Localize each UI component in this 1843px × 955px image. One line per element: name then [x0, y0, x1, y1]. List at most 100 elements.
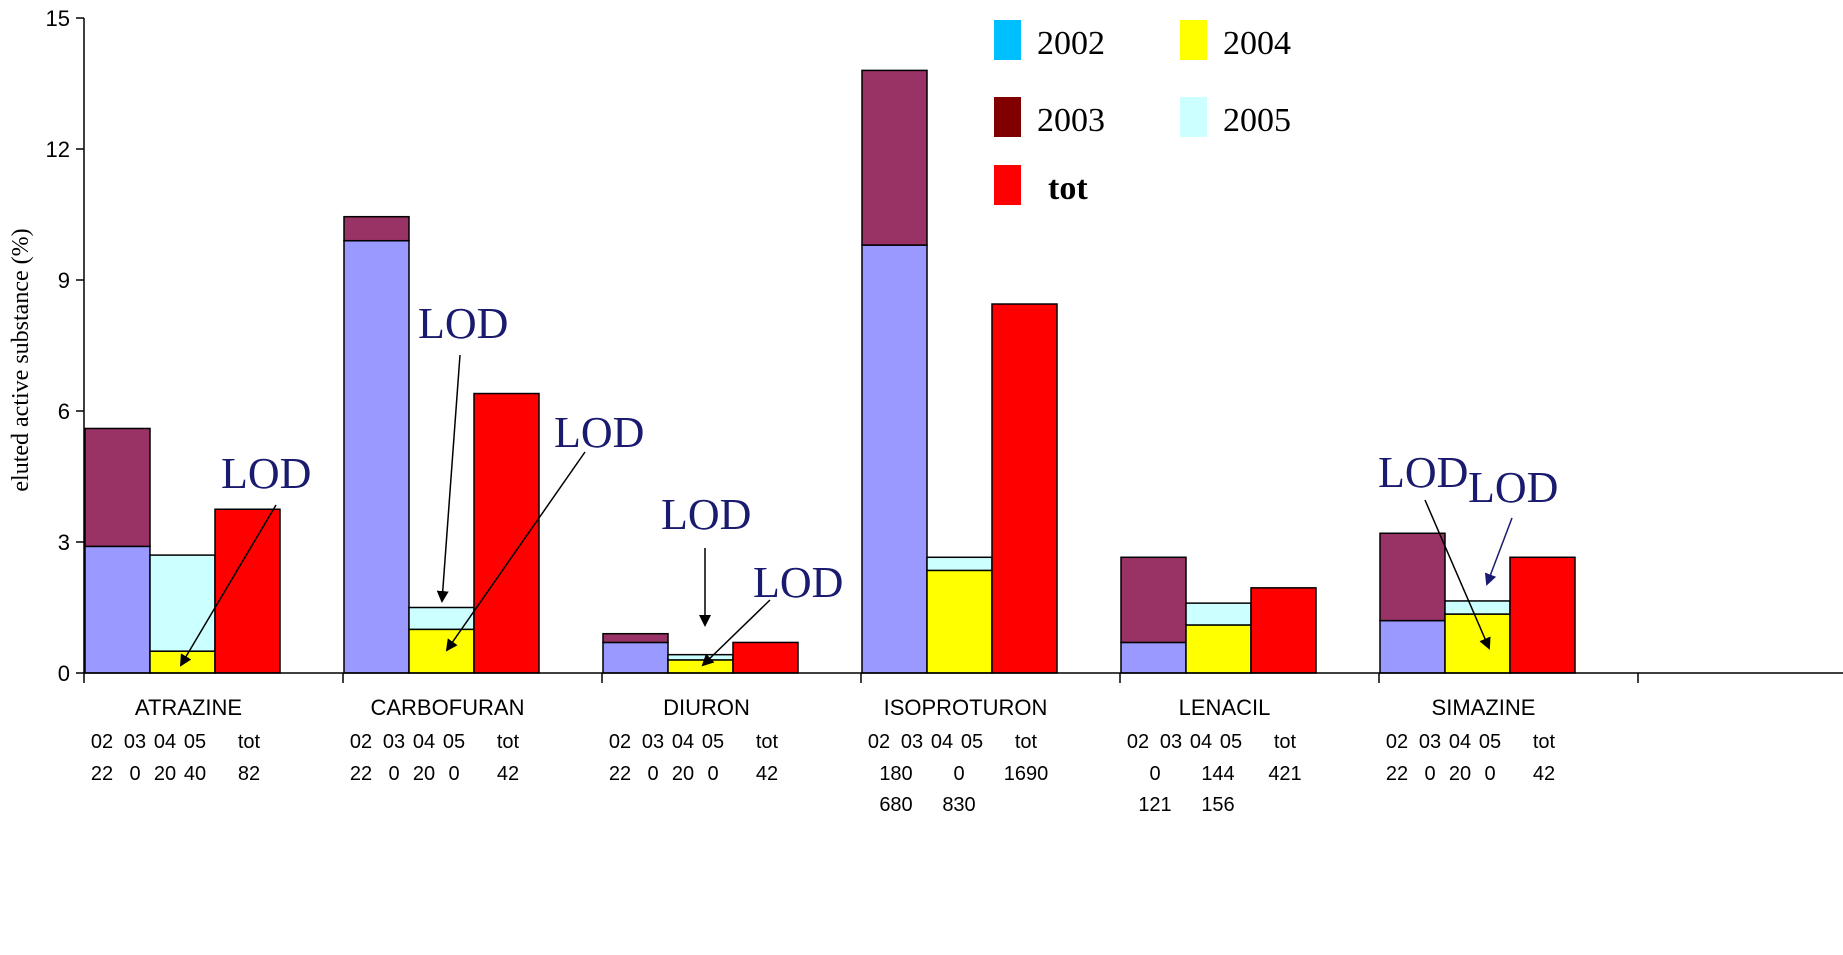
years-label: 05	[1220, 731, 1242, 753]
bar-segment-lenacil-0-a	[1120, 641, 1187, 674]
years-label: 03	[124, 731, 146, 753]
bar-segment-simazine-0-b	[1379, 532, 1446, 622]
bar-segment-atrazine-2-tot	[214, 508, 281, 674]
years-label: tot	[1274, 731, 1297, 753]
legend-swatch	[994, 165, 1021, 205]
count-label: 180	[879, 763, 912, 785]
count-label: 0	[707, 763, 718, 785]
bar-segment-lenacil-2-tot	[1250, 587, 1317, 674]
bar-segment-isoproturon-2-tot	[991, 303, 1058, 674]
years-label: 03	[1419, 731, 1441, 753]
bar-segment-simazine-0-a	[1379, 619, 1446, 674]
legend-swatch	[994, 20, 1021, 60]
bar-segment-diuron-2-tot	[732, 641, 799, 674]
legend-swatch	[1180, 20, 1207, 60]
years-label: 04	[1190, 731, 1212, 753]
years-label: 05	[702, 731, 724, 753]
years-label: 04	[672, 731, 694, 753]
lod-annotation: LOD	[753, 558, 843, 607]
y-tick-label: 0	[58, 661, 70, 686]
count-label: 20	[672, 763, 694, 785]
count-label: 20	[154, 763, 176, 785]
bar-segment-lenacil-0-b	[1120, 556, 1187, 644]
category-label: SIMAZINE	[1432, 695, 1536, 720]
count-label-row2: 830	[942, 794, 975, 816]
lod-annotation: LOD	[221, 449, 311, 498]
count-label: 0	[1149, 763, 1160, 785]
count-label: 0	[1484, 763, 1495, 785]
count-label: 22	[91, 763, 113, 785]
y-tick-label: 9	[58, 268, 70, 293]
count-label: 421	[1268, 763, 1301, 785]
bar-segment-atrazine-0-a	[84, 545, 151, 674]
bar-segment-atrazine-0-b	[84, 427, 151, 548]
count-label-row2: 156	[1201, 794, 1234, 816]
years-label: tot	[756, 731, 779, 753]
y-tick-label: 12	[46, 137, 70, 162]
years-label: 05	[184, 731, 206, 753]
years-label: 05	[961, 731, 983, 753]
lod-arrow	[179, 504, 277, 667]
years-label: 02	[609, 731, 631, 753]
count-label: 1690	[1004, 763, 1049, 785]
count-label: 20	[413, 763, 435, 785]
bar-segment-simazine-1-d	[1444, 600, 1511, 615]
years-label: 05	[1479, 731, 1501, 753]
lod-annotation: LOD	[554, 408, 644, 457]
years-label: 03	[901, 731, 923, 753]
count-label: 42	[497, 763, 519, 785]
legend-label: 2002	[1037, 25, 1105, 62]
category-label: ISOPROTURON	[884, 695, 1048, 720]
lod-arrow	[1424, 499, 1491, 650]
count-label: 0	[448, 763, 459, 785]
category-label: CARBOFURAN	[370, 695, 524, 720]
bar-segment-lenacil-1-d	[1185, 602, 1252, 626]
count-label: 0	[388, 763, 399, 785]
years-label: 03	[383, 731, 405, 753]
years-label: tot	[497, 731, 520, 753]
lod-annotation: LOD	[1468, 463, 1558, 512]
count-label: 0	[953, 763, 964, 785]
legend-swatch	[994, 97, 1021, 137]
bar-segment-diuron-1-d	[667, 653, 734, 661]
count-label: 20	[1449, 763, 1471, 785]
years-label: tot	[1015, 731, 1038, 753]
years-label: 02	[1127, 731, 1149, 753]
bar-segment-lenacil-1-c	[1185, 624, 1252, 674]
years-label: tot	[238, 731, 261, 753]
category-label: ATRAZINE	[135, 695, 242, 720]
bar-segment-diuron-0-a	[602, 641, 669, 674]
years-label: 03	[1160, 731, 1182, 753]
y-axis-label: eluted active substance (%)	[8, 228, 34, 491]
years-label: 04	[1449, 731, 1471, 753]
y-tick-label: 15	[46, 6, 70, 31]
count-label-row2: 680	[879, 794, 912, 816]
bar-segment-isoproturon-0-b	[861, 69, 928, 246]
years-label: 02	[1386, 731, 1408, 753]
years-label: 02	[868, 731, 890, 753]
y-tick-label: 6	[58, 399, 70, 424]
years-label: 02	[350, 731, 372, 753]
count-label: 22	[609, 763, 631, 785]
count-label: 82	[238, 763, 260, 785]
bar-segment-isoproturon-1-c	[926, 569, 993, 674]
bar-segment-simazine-2-tot	[1509, 556, 1576, 674]
count-label-row2: 121	[1138, 794, 1171, 816]
bar-segment-diuron-1-c	[667, 659, 734, 674]
count-label: 42	[1533, 763, 1555, 785]
years-label: 02	[91, 731, 113, 753]
y-tick-label: 3	[58, 530, 70, 555]
category-label: LENACIL	[1179, 695, 1271, 720]
bar-segment-diuron-0-b	[602, 632, 669, 644]
legend-label: 2005	[1223, 102, 1291, 139]
count-label: 0	[129, 763, 140, 785]
bar-segment-carbofuran-1-c	[408, 628, 475, 674]
legend-label: 2003	[1037, 102, 1105, 139]
bar-segment-atrazine-1-d	[149, 554, 216, 652]
count-label: 144	[1201, 763, 1234, 785]
years-label: 04	[931, 731, 953, 753]
count-label: 0	[647, 763, 658, 785]
lod-arrow	[445, 451, 586, 652]
lod-arrow	[436, 354, 461, 603]
bar-segment-carbofuran-0-a	[343, 239, 410, 674]
